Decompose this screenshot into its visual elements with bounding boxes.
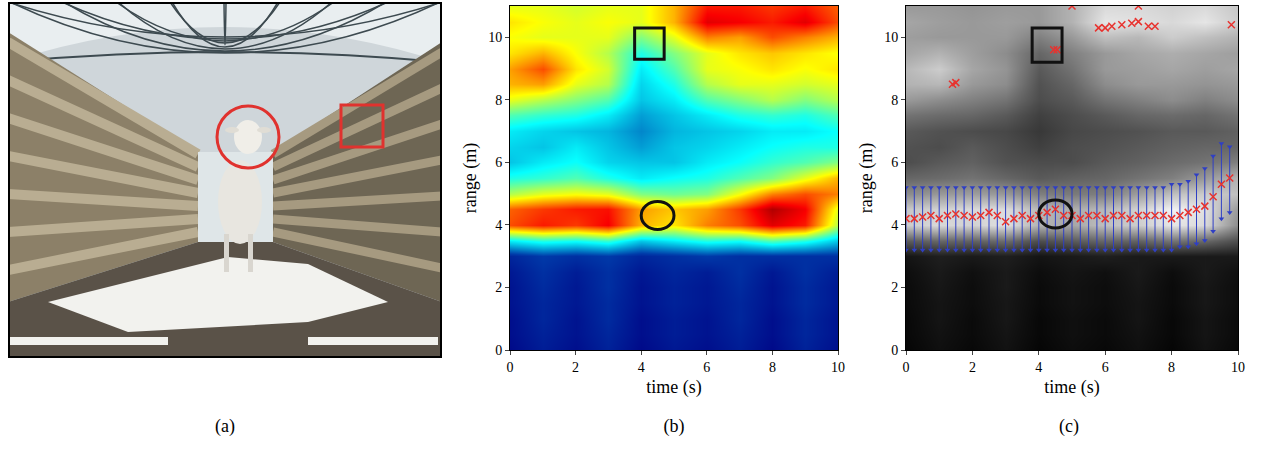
svg-text:time (s): time (s) [646, 377, 702, 398]
svg-text:8: 8 [495, 93, 502, 108]
svg-text:6: 6 [703, 360, 710, 375]
svg-text:0: 0 [891, 343, 898, 358]
svg-text:2: 2 [891, 280, 898, 295]
svg-text:6: 6 [495, 155, 502, 170]
svg-text:6: 6 [891, 155, 898, 170]
html-text:(a): (a) [215, 416, 235, 436]
svg-text:2: 2 [969, 360, 976, 375]
svg-text:8: 8 [1168, 360, 1175, 375]
svg-text:10: 10 [488, 30, 502, 45]
svg-text:4: 4 [1035, 360, 1042, 375]
svg-text:range (m): range (m) [460, 143, 481, 213]
svg-text:0: 0 [495, 343, 502, 358]
svg-text:4: 4 [638, 360, 645, 375]
svg-text:6: 6 [1102, 360, 1109, 375]
svg-text:10: 10 [884, 30, 898, 45]
svg-text:4: 4 [495, 218, 502, 233]
svg-text:10: 10 [831, 360, 845, 375]
svg-text:time (s): time (s) [1044, 377, 1100, 398]
html-text:(c): (c) [1059, 416, 1079, 436]
svg-text:8: 8 [891, 93, 898, 108]
svg-text:0: 0 [507, 360, 514, 375]
html-text:(b): (b) [663, 416, 685, 436]
svg-text:2: 2 [572, 360, 579, 375]
svg-text:10: 10 [1231, 360, 1245, 375]
svg-text:8: 8 [769, 360, 776, 375]
svg-text:2: 2 [495, 280, 502, 295]
svg-text:4: 4 [891, 218, 898, 233]
svg-text:range (m): range (m) [856, 143, 877, 213]
svg-text:0: 0 [903, 360, 910, 375]
